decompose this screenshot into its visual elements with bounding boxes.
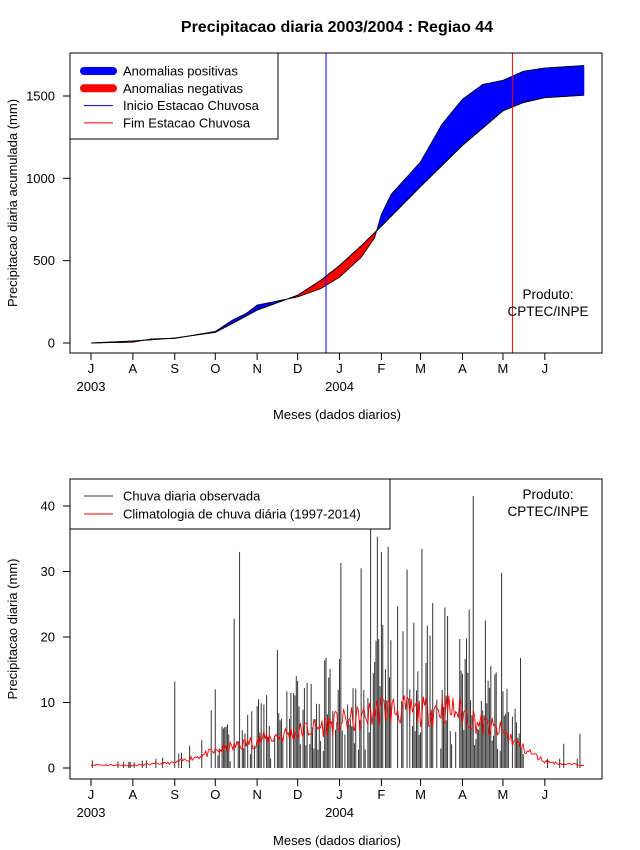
x-axis-title: Meses (dados diarios)	[273, 833, 401, 848]
x-tick-label: A	[458, 361, 467, 376]
y-tick-label: 10	[41, 695, 55, 710]
x-tick-label: A	[129, 787, 138, 802]
observed-cumulative-line	[90, 65, 585, 344]
positive-anomaly-segment	[582, 65, 585, 96]
x-tick-label: J	[336, 361, 343, 376]
x-tick-label: M	[415, 787, 426, 802]
y-tick-label: 1000	[26, 171, 55, 186]
x-tick-label: O	[210, 787, 220, 802]
x-tick-label: J	[542, 361, 549, 376]
x-tick-label: J	[336, 787, 343, 802]
legend-box	[69, 478, 391, 530]
x-tick-label: S	[170, 787, 179, 802]
daily-legend: Chuva diaria observada Climatologia de ch…	[69, 478, 391, 530]
x-tick-label: J	[542, 787, 549, 802]
x-tick-label: J	[88, 361, 95, 376]
y-tick-label: 1500	[26, 89, 55, 104]
x-tick-label: M	[498, 361, 509, 376]
x-axis-title: Meses (dados diarios)	[273, 407, 401, 422]
x-tick-label: F	[377, 361, 385, 376]
year-label: 2004	[325, 379, 354, 394]
year-label: 2003	[77, 379, 106, 394]
y-tick-label: 500	[33, 253, 55, 268]
cumulative-chart: J A S O N D J F M A M J 2003 2004 0 500 1000 1500 Meses (d…	[5, 52, 603, 422]
x-tick-label: O	[210, 361, 220, 376]
x-tick-label: N	[252, 361, 261, 376]
product-org: CPTEC/INPE	[507, 304, 588, 319]
legend-label: Climatologia de chuva diária (1997-2014)	[123, 507, 361, 522]
product-org: CPTEC/INPE	[507, 504, 588, 519]
y-tick-label: 40	[41, 499, 55, 514]
legend-label: Fim Estacao Chuvosa	[123, 115, 251, 130]
cumulative-legend: Anomalias positivas Anomalias negativas In…	[69, 52, 279, 140]
figure-title: Precipitacao diaria 2003/2004 : Regiao 4…	[181, 19, 493, 36]
legend-label: Anomalias positivas	[123, 64, 238, 79]
product-label: Produto:	[522, 287, 573, 302]
x-tick-label: D	[293, 787, 302, 802]
legend-label: Inicio Estacao Chuvosa	[123, 98, 260, 113]
x-tick-label: A	[458, 787, 467, 802]
y-axis-title: Precipitacao diaria (mm)	[5, 559, 20, 700]
legend-label: Anomalias negativas	[123, 81, 243, 96]
x-tick-label: D	[293, 361, 302, 376]
x-tick-label: A	[129, 361, 138, 376]
y-tick-label: 0	[48, 761, 55, 776]
x-tick-label: M	[498, 787, 509, 802]
daily-chart: J A S O N D J F M A M J 2003 2004 0 10 20 30 40 Meses (dado…	[5, 478, 603, 848]
x-tick-label: J	[88, 787, 95, 802]
x-tick-label: S	[170, 361, 179, 376]
y-axis-title: Precipitacao diaria acumulada (mm)	[5, 99, 20, 307]
x-tick-label: M	[415, 361, 426, 376]
y-tick-label: 30	[41, 564, 55, 579]
y-tick-label: 0	[48, 336, 55, 351]
y-tick-label: 20	[41, 630, 55, 645]
x-tick-label: N	[252, 787, 261, 802]
climatology-daily-line	[90, 695, 585, 767]
product-label: Produto:	[522, 487, 573, 502]
legend-label: Chuva diaria observada	[123, 489, 261, 504]
cumulative-plot-frame	[69, 52, 603, 354]
x-tick-label: F	[377, 787, 385, 802]
year-label: 2004	[325, 805, 354, 820]
year-label: 2003	[77, 805, 106, 820]
